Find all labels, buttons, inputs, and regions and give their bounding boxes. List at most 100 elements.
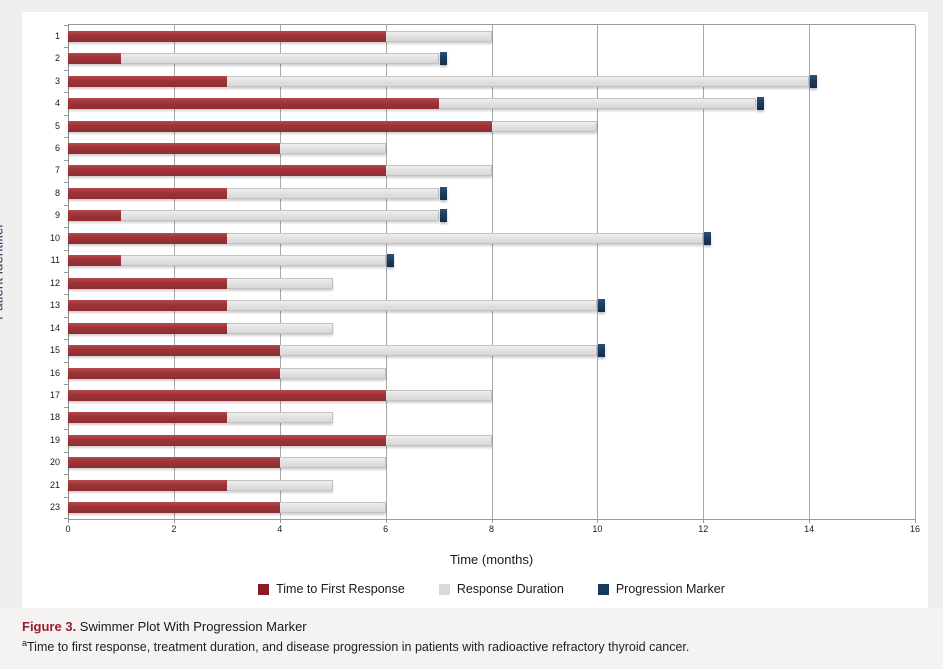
y-tick-mark [64, 272, 68, 273]
y-tick-mark [64, 227, 68, 229]
gridline [809, 25, 811, 519]
response-duration-bar [68, 434, 492, 446]
response-duration-bar [68, 277, 333, 289]
footnote: aTime to first response, treatment durat… [22, 637, 921, 656]
x-axis-title: Time (months) [449, 552, 534, 567]
progression-marker [439, 186, 447, 200]
x-tick-mark [491, 519, 493, 523]
response-duration-bar [68, 479, 333, 491]
y-tick-mark [64, 339, 68, 341]
patient-label: 2 [54, 53, 60, 64]
y-axis-labels: 1 2 3 4 5 6 7 8 9 10 11 12 13 14 15 16 17 18 19 20 21 23 [22, 24, 68, 518]
patient-label: 18 [49, 412, 60, 423]
response-duration-bar [68, 165, 492, 177]
time-to-first-response-bar [68, 232, 227, 244]
legend-swatch [597, 583, 609, 595]
figure-panel: Patient identifier 1 2 3 4 5 6 7 8 9 10 11 12 13 14 15… [0, 12, 928, 608]
caption-line: Figure 3. Swimmer Plot With Progression … [22, 617, 921, 637]
legend-item: Time to First Response [258, 582, 405, 596]
response-duration-bar [68, 412, 333, 424]
x-tick-mark [915, 519, 916, 523]
patient-label: 16 [49, 367, 60, 378]
figure-caption: Figure 3. Swimmer Plot With Progression … [0, 608, 943, 669]
y-tick-mark [64, 451, 68, 453]
gridline [703, 25, 705, 519]
patient-label: 19 [49, 434, 60, 445]
patient-label: 5 [54, 120, 60, 131]
gridline [385, 25, 387, 519]
x-tick-label: 8 [488, 524, 495, 534]
y-tick-mark [64, 25, 68, 26]
time-to-first-response-bar [68, 98, 439, 110]
patient-label: 3 [54, 75, 60, 86]
gridline [279, 25, 281, 519]
legend: Time to First Response Response Duration P… [68, 582, 915, 596]
x-tick-label: 10 [592, 524, 603, 534]
y-tick-mark [64, 47, 68, 49]
y-tick-mark [64, 204, 68, 206]
y-tick-mark [64, 474, 68, 476]
x-tick-mark [173, 519, 175, 523]
progression-marker [439, 52, 447, 66]
y-tick-mark [64, 406, 68, 408]
y-tick-mark [64, 159, 68, 161]
legend-item: Response Duration [438, 582, 564, 596]
patient-label: 17 [49, 390, 60, 400]
patient-label: 13 [49, 300, 60, 311]
time-to-first-response-bar [68, 187, 227, 199]
progression-marker [757, 97, 765, 111]
response-duration-bar [68, 232, 704, 244]
legend-label: Response Duration [456, 582, 564, 596]
figure-number: Figure 3. [22, 619, 77, 634]
patient-label: 15 [49, 345, 60, 356]
x-tick-mark [279, 519, 281, 523]
progression-marker [704, 231, 712, 245]
patient-label: 11 [50, 255, 60, 266]
legend-label: Time to First Response [276, 582, 405, 596]
patient-label: 8 [54, 187, 60, 198]
patient-label: 20 [49, 457, 60, 468]
patient-label: 23 [49, 502, 60, 513]
gridline [173, 25, 175, 519]
patient-label: 9 [54, 210, 60, 221]
response-duration-bar [68, 187, 439, 199]
time-to-first-response-bar [68, 390, 386, 401]
gridline [915, 25, 916, 519]
x-tick-label: 16 [909, 524, 921, 534]
x-tick-mark [809, 519, 811, 523]
response-duration-bar [68, 30, 492, 42]
time-to-first-response-bar [68, 30, 386, 42]
time-to-first-response-bar [68, 165, 386, 177]
patient-label: 1 [54, 30, 60, 41]
time-to-first-response-bar [68, 75, 227, 87]
time-to-first-response-bar [68, 322, 227, 334]
x-tick-label: 0 [65, 524, 71, 534]
response-duration-bar [68, 255, 386, 267]
progression-marker [598, 344, 606, 358]
y-tick-mark [64, 429, 68, 431]
x-tick-label: 4 [277, 524, 283, 534]
response-duration-bar [68, 345, 598, 357]
response-duration-bar [68, 98, 757, 110]
y-tick-mark [64, 114, 68, 116]
figure-title: Swimmer Plot With Progression Marker [76, 619, 307, 634]
response-duration-bar [68, 322, 333, 334]
time-to-first-response-bar [68, 210, 121, 222]
time-to-first-response-bar [68, 479, 227, 491]
response-duration-bar [68, 143, 386, 154]
y-tick-mark [64, 361, 68, 363]
response-duration-bar [68, 367, 386, 379]
gridline [491, 25, 493, 519]
y-tick-mark [64, 496, 68, 498]
legend-swatch [258, 583, 270, 595]
patient-label: 14 [49, 322, 60, 333]
time-to-first-response-bar [68, 367, 280, 379]
response-duration-bar [68, 300, 598, 312]
time-to-first-response-bar [68, 412, 227, 424]
time-to-first-response-bar [68, 120, 492, 132]
y-tick-mark [64, 316, 68, 318]
patient-label: 6 [54, 143, 60, 153]
legend-label: Progression Marker [615, 582, 725, 596]
progression-marker [439, 209, 447, 223]
